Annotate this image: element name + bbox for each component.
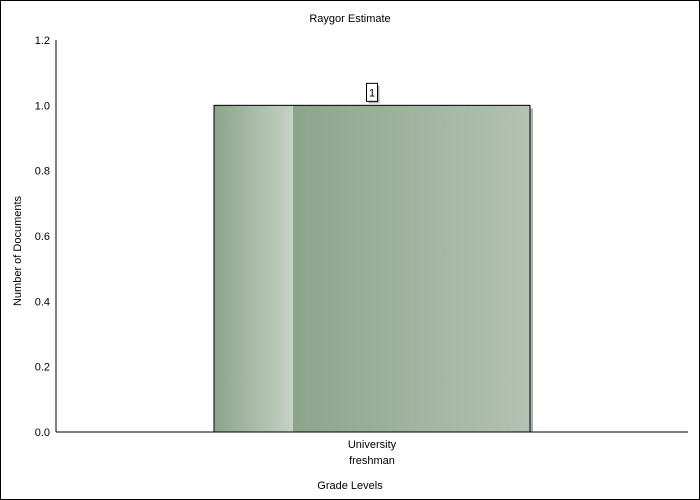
bar <box>213 104 531 433</box>
bars: 1 <box>213 82 533 433</box>
chart-title: Raygor Estimate <box>309 13 390 25</box>
y-tick-label: 0.8 <box>35 166 50 178</box>
x-tick-labels: University freshman <box>348 439 397 467</box>
data-label-box <box>366 82 378 102</box>
y-tick-label: 0.0 <box>35 427 50 439</box>
data-label: 1 <box>369 87 375 99</box>
x-axis-label: Grade Levels <box>317 480 383 492</box>
y-tick-label: 1.2 <box>35 35 50 47</box>
y-tick-label: 0.2 <box>35 362 50 374</box>
y-tick-label: 0.4 <box>35 296 50 308</box>
y-tick-label: 0.6 <box>35 231 50 243</box>
y-tick-label: 1.0 <box>35 100 50 112</box>
y-tick-labels: 0.0 0.2 0.4 0.6 0.8 1.0 1.2 <box>35 35 50 439</box>
y-axis-label: Number of Documents <box>12 195 24 306</box>
x-tick-label: freshman <box>349 455 395 467</box>
x-tick-label: University <box>348 439 397 451</box>
